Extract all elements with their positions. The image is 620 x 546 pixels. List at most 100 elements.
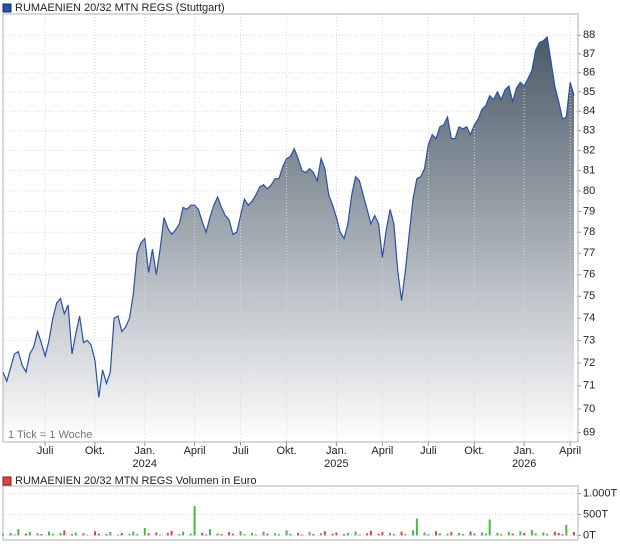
volume-bar: [59, 532, 62, 536]
x-tick-label: Okt.: [276, 445, 296, 457]
volume-bar: [534, 533, 537, 536]
volume-bar: [511, 533, 514, 536]
volume-bar: [450, 532, 453, 536]
volume-bar: [193, 506, 196, 536]
volume-bar: [9, 532, 12, 536]
volume-bar: [542, 532, 545, 536]
volume-bar: [182, 531, 185, 536]
volume-bar: [159, 534, 162, 536]
volume-bar: [573, 532, 575, 536]
volume-bar: [266, 533, 269, 536]
volume-bar: [274, 533, 277, 536]
volume-bar: [205, 534, 208, 536]
volume-bar: [354, 531, 357, 536]
volume-bar: [285, 530, 288, 536]
volume-bar: [147, 533, 150, 536]
price-line: [2, 35, 575, 398]
y-tick-label: 500T: [583, 508, 608, 520]
y-tick-label: 87: [583, 48, 595, 60]
y-tick-label: 75: [583, 290, 595, 302]
volume-bar: [323, 531, 326, 536]
y-tick-label: 82: [583, 144, 595, 156]
volume-bar: [251, 532, 254, 536]
volume-frame: [2, 485, 579, 541]
volume-bar: [132, 531, 135, 536]
volume-bar: [519, 531, 522, 536]
volume-bar: [208, 529, 211, 536]
volume-bar: [13, 534, 16, 536]
y-tick-label: 70: [583, 403, 595, 415]
legend-swatch: [2, 3, 12, 13]
volume-bar: [166, 532, 169, 536]
volume-bar: [277, 534, 280, 536]
volume-bar: [243, 534, 246, 536]
volume-bar: [220, 534, 223, 536]
volume-bar: [546, 533, 549, 536]
volume-bar: [404, 533, 407, 536]
volume-bar: [400, 531, 403, 536]
volume-bar: [2, 534, 4, 536]
volume-bar: [381, 532, 384, 536]
volume-bar: [82, 533, 85, 536]
volume-bar: [120, 532, 123, 536]
y-tick-label: 72: [583, 357, 595, 369]
volume-bar: [500, 534, 503, 536]
volume-bar: [36, 533, 39, 536]
x-tick-label: April: [184, 445, 206, 457]
chart-title: RUMAENIEN 20/32 MTN REGS (Stuttgart): [15, 2, 225, 14]
volume-title: RUMAENIEN 20/32 MTN REGS Volumen in Euro: [15, 475, 256, 487]
volume-bar: [358, 534, 361, 536]
volume-bar: [216, 533, 219, 536]
volume-bar: [523, 532, 526, 536]
volume-bar: [561, 534, 564, 536]
volume-bar: [308, 532, 311, 536]
x-tick-label: April: [559, 445, 581, 457]
y-tick-label: 81: [583, 165, 595, 177]
volume-bar: [435, 531, 438, 536]
volume-bar: [484, 533, 487, 536]
volume-bar: [366, 533, 369, 536]
y-tick-label: 83: [583, 125, 595, 137]
x-tick-label: Juli: [37, 445, 54, 457]
volume-bar: [105, 534, 108, 536]
volume-bar: [530, 529, 533, 536]
volume-bar: [136, 534, 139, 536]
volume-bar: [47, 531, 50, 536]
y-tick-label: 69: [583, 426, 595, 438]
volume-bar: [143, 527, 146, 536]
volume-bar: [469, 531, 472, 536]
volume-bar: [170, 530, 173, 536]
y-tick-label: 84: [583, 105, 595, 117]
y-tick-label: 79: [583, 205, 595, 217]
volume-bar: [412, 530, 415, 536]
y-tick-label: 77: [583, 247, 595, 259]
volume-bar: [389, 532, 392, 536]
volume-bar: [557, 532, 560, 536]
volume-bar: [565, 524, 568, 536]
volume-bar: [97, 533, 100, 536]
volume-bar: [553, 531, 556, 536]
volume-bar: [17, 529, 20, 536]
y-tick-label: 86: [583, 67, 595, 79]
volume-bar: [335, 532, 338, 536]
x-tick-label: Okt.: [464, 445, 484, 457]
legend-swatch: [2, 476, 12, 486]
x-tick-label: April: [371, 445, 393, 457]
volume-bar: [377, 533, 380, 536]
volume-bar: [473, 533, 476, 536]
volume-bar: [116, 534, 119, 536]
volume-bar: [93, 531, 96, 536]
volume-bar: [40, 534, 43, 536]
volume-bar: [189, 533, 192, 536]
volume-bar: [496, 532, 499, 536]
x-tick-label: Okt.: [85, 445, 105, 457]
y-tick-label: 74: [583, 312, 595, 324]
y-tick-label: 73: [583, 334, 595, 346]
y-tick-label: 78: [583, 226, 595, 238]
volume-bar: [28, 532, 31, 536]
y-tick-label: 85: [583, 86, 595, 98]
volume-bar: [289, 533, 292, 536]
x-tick-label: Jan. 2024: [133, 445, 157, 470]
volume-bar: [343, 534, 346, 536]
